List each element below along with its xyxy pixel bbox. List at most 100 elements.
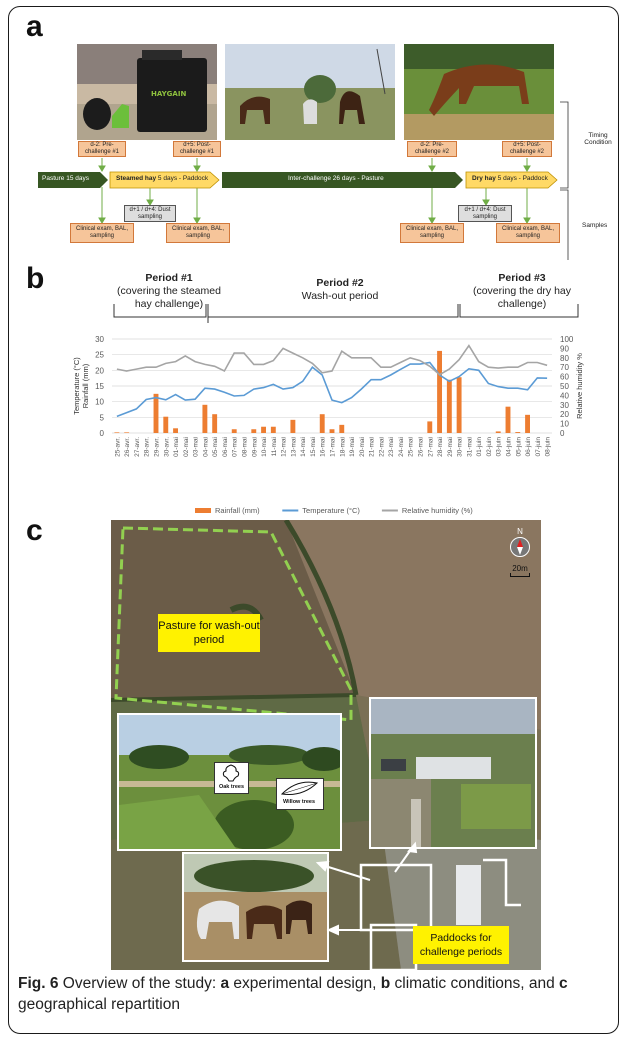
- timing-condition-label: Timing Condition: [584, 132, 612, 146]
- pasture-label: Pasture for wash-out period: [158, 614, 260, 652]
- rainfall-bar: [124, 432, 130, 433]
- pre-challenge-2-box: d-2: Pre-challenge #2: [407, 141, 457, 157]
- x-tick-label: 07-mai: [232, 437, 239, 457]
- left-tick-label: 25: [95, 351, 104, 360]
- rainfall-bar: [290, 419, 296, 433]
- x-tick-label: 30-avr.: [163, 437, 170, 457]
- x-tick-label: 27-mai: [427, 437, 434, 457]
- post-challenge-1-box: d+5: Post-challenge #1: [173, 141, 221, 157]
- period-3-label: Period #3 (covering the dry hay challeng…: [472, 272, 572, 310]
- left-tick-label: 5: [100, 413, 105, 422]
- timeline-dry-hay: Dry hay 5 days - Paddock: [472, 175, 548, 182]
- x-tick-label: 22-mai: [378, 437, 385, 457]
- x-tick-label: 24-mai: [398, 437, 405, 457]
- x-tick-label: 03-juin: [496, 437, 503, 457]
- x-tick-label: 06-juin: [525, 437, 532, 457]
- x-tick-label: 28-mai: [437, 437, 444, 457]
- x-tick-label: 01-juin: [476, 437, 483, 457]
- temperature-line: [116, 361, 548, 418]
- rainfall-bar: [114, 432, 120, 433]
- clinical-exam-2-box: Clinical exam, BAL, sampling: [166, 223, 230, 243]
- right-tick-label: 40: [560, 391, 569, 400]
- haygain-logo-text: HAYGAIN: [151, 90, 186, 98]
- legend-entry: Rainfall (mm): [215, 506, 260, 515]
- x-tick-label: 10-mai: [261, 437, 268, 457]
- x-tick-label: 13-mai: [290, 437, 297, 457]
- rainfall-bar: [231, 429, 237, 433]
- x-tick-label: 28-avr.: [144, 437, 151, 457]
- x-tick-label: 19-mai: [349, 437, 356, 457]
- left-axis-title: Temperature (°C)Rainfall (mm): [72, 357, 90, 415]
- humidity-line: [116, 344, 548, 376]
- rainfall-bar: [270, 426, 276, 433]
- right-tick-label: 70: [560, 363, 569, 372]
- photo-horses-pasture: [225, 44, 395, 140]
- figure-caption: Fig. 6 Overview of the study: a experime…: [18, 975, 568, 1013]
- paddocks-label: Paddocks for challenge periods: [413, 926, 509, 964]
- rainfall-bar: [329, 429, 335, 433]
- x-tick-label: 05-mai: [212, 437, 219, 457]
- panel-b-letter: b: [26, 262, 45, 295]
- willow-leaf-icon: [276, 778, 324, 810]
- rainfall-bar: [339, 424, 345, 433]
- rainfall-bar: [261, 426, 266, 433]
- right-tick-label: 100: [560, 335, 574, 344]
- samples-label: Samples: [582, 222, 608, 229]
- x-tick-label: 03-mai: [193, 437, 200, 457]
- pre-challenge-1-box: d-2: Pre-challenge #1: [78, 141, 126, 157]
- period-brackets: [113, 304, 579, 323]
- x-tick-label: 18-mai: [339, 437, 346, 457]
- oak-leaf-icon: [214, 762, 249, 794]
- rainfall-bar: [153, 393, 159, 433]
- rainfall-bar: [515, 432, 521, 433]
- scale-bar: 20m: [506, 564, 534, 577]
- post-challenge-2-box: d+5: Post-challenge #2: [502, 141, 552, 157]
- x-tick-label: 15-mai: [310, 437, 317, 457]
- oak-trees-label: Oak trees: [218, 784, 245, 790]
- right-tick-label: 10: [560, 420, 569, 429]
- left-tick-label: 20: [95, 366, 104, 375]
- x-tick-label: 02-juin: [486, 437, 493, 457]
- compass: N: [508, 527, 532, 560]
- left-tick-label: 30: [95, 335, 104, 344]
- legend-rainfall-swatch: [195, 508, 211, 513]
- clinical-exam-3-box: Clinical exam, BAL, sampling: [400, 223, 464, 243]
- rainfall-bar: [446, 379, 452, 433]
- x-tick-label: 04-mai: [202, 437, 209, 457]
- x-tick-label: 08-juin: [545, 437, 552, 457]
- x-tick-label: 11-mai: [271, 437, 278, 456]
- x-tick-label: 01-mai: [173, 437, 180, 457]
- x-tick-label: 25-avr.: [114, 437, 121, 457]
- period-2-label: Period #2 Wash-out period: [301, 277, 379, 302]
- timeline-pasture-15-days: Pasture 15 days: [42, 175, 89, 182]
- x-tick-label: 12-mai: [281, 437, 288, 457]
- x-tick-label: 26-avr.: [124, 437, 131, 457]
- x-tick-label: 16-mai: [320, 437, 327, 457]
- panel-a-letter: a: [26, 10, 43, 43]
- rainfall-bar: [212, 414, 218, 433]
- x-tick-label: 25-mai: [408, 437, 415, 457]
- legend-entry: Relative humidity (%): [402, 506, 473, 515]
- period-1-label: Period #1 (covering the steamed hay chal…: [117, 272, 221, 310]
- left-tick-label: 0: [100, 429, 105, 438]
- rainfall-bar: [525, 414, 530, 433]
- left-tick-label: 10: [95, 398, 104, 407]
- photo-hay-steamer: HAYGAIN: [77, 44, 217, 140]
- x-tick-label: 06-mai: [222, 437, 229, 457]
- photo-horse-dry-hay: [404, 44, 554, 140]
- right-tick-label: 50: [560, 382, 569, 391]
- legend-entry: Temperature (°C): [302, 506, 360, 515]
- x-tick-label: 05-juin: [515, 437, 522, 457]
- rainfall-bar: [173, 428, 178, 433]
- right-tick-label: 60: [560, 373, 569, 382]
- x-tick-label: 29-avr.: [154, 437, 161, 457]
- timeline-inter-challenge: Inter-challenge 26 days - Pasture: [288, 175, 384, 182]
- dust-sampling-2-box: d+1 / d+4: Dust sampling: [458, 205, 512, 222]
- rainfall-bar: [251, 429, 257, 433]
- right-axis-title: Relative humidity %: [575, 353, 584, 419]
- compass-north-label: N: [517, 527, 523, 536]
- rainfall-bar: [163, 416, 169, 433]
- x-tick-label: 08-mai: [242, 437, 249, 457]
- x-tick-label: 27-avr.: [134, 437, 141, 457]
